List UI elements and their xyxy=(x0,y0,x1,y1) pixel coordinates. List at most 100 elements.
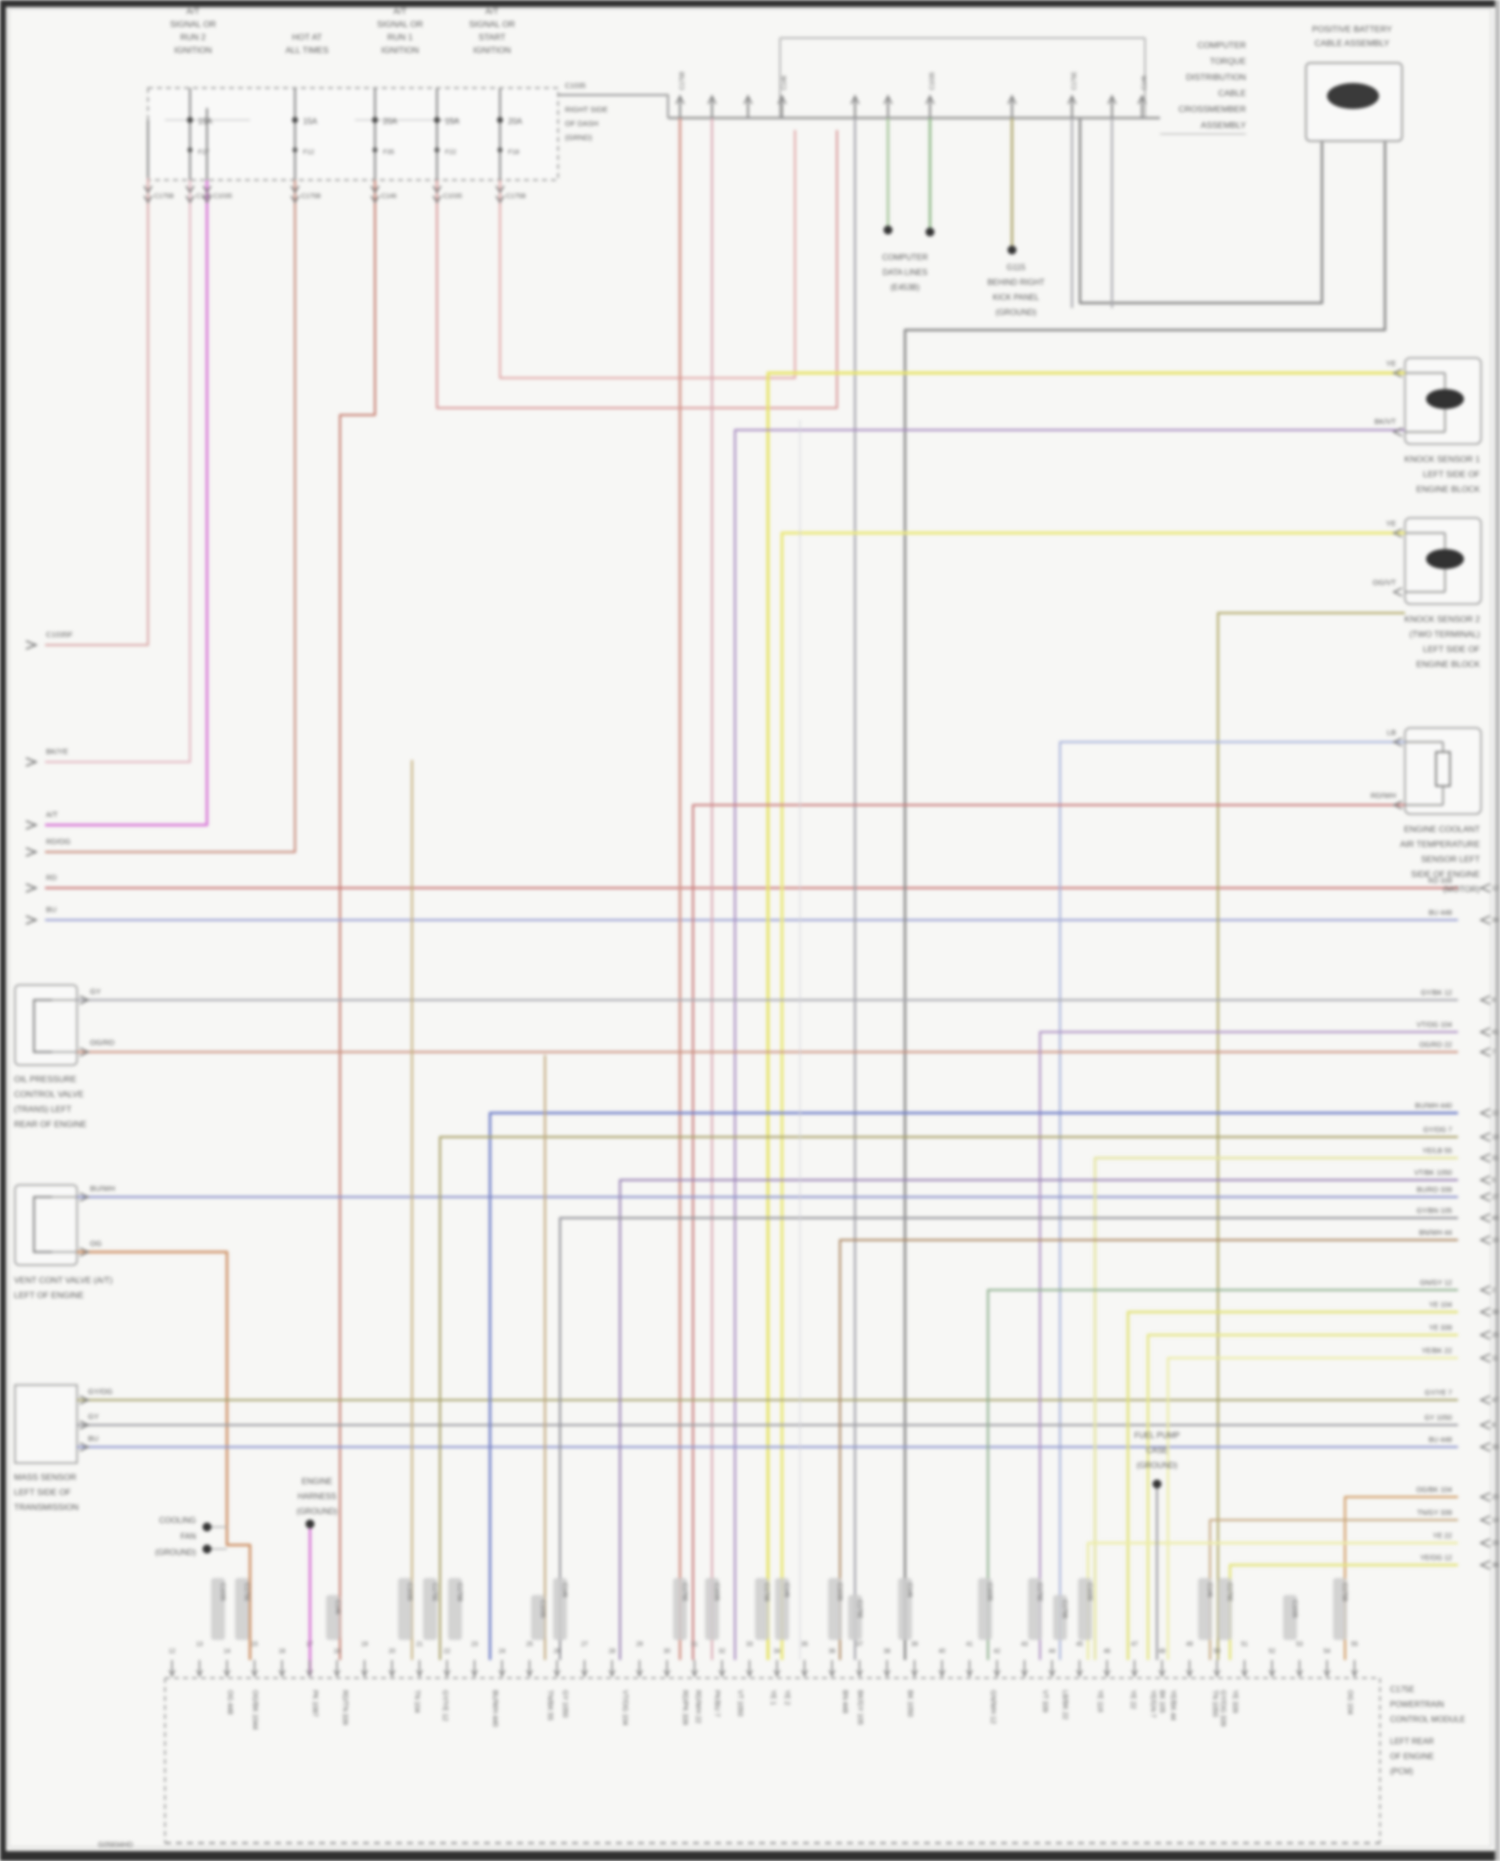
diagram-label: C146 xyxy=(196,193,212,200)
diagram-label: LEFT SIDE OF xyxy=(1423,644,1480,654)
diagram-label: TORQUE xyxy=(1210,56,1247,66)
connector-code: C175B xyxy=(456,1583,462,1601)
diagram-label: ENGINE COOLANT xyxy=(1404,824,1480,834)
junction-dot xyxy=(305,1519,315,1529)
diagram-label: START xyxy=(478,32,505,42)
wire xyxy=(45,180,296,853)
pcm-wire-label: GY 1050 xyxy=(561,1690,568,1718)
junction-dot xyxy=(202,1544,212,1554)
connector-code: C146 xyxy=(561,1583,567,1598)
wire-code-label: GN/GY 12 xyxy=(1420,1280,1452,1287)
diagram-label: C175B xyxy=(154,193,174,200)
wire xyxy=(559,1217,1458,1660)
diagram-label: (E453B) xyxy=(890,283,920,292)
diagram-label: SIGNAL OR xyxy=(469,19,515,29)
pcm-pin-arrow-icon xyxy=(718,1669,726,1678)
pcm-wire-label: VT/OG 104 xyxy=(621,1690,628,1726)
connector-code: C175E xyxy=(431,1583,437,1601)
pin-number: 22 xyxy=(1492,1111,1499,1117)
diagram-label: (TRANS) LEFT xyxy=(14,1104,72,1114)
pcm-pin-number: 44 xyxy=(1049,1649,1056,1655)
diagram-label: IGNITION xyxy=(473,45,511,55)
wire xyxy=(1059,741,1405,1660)
wire-code-label: OG/BK 104 xyxy=(1416,1487,1452,1494)
inline-connector-icon xyxy=(143,185,153,194)
pcm-pin-number: 28 xyxy=(609,1649,616,1655)
diagram-label: GY xyxy=(88,1412,99,1421)
wire xyxy=(1093,1156,1458,1660)
pcm-pin-arrow-icon xyxy=(1213,1669,1221,1678)
wire xyxy=(488,1111,1458,1660)
pcm-pin-arrow-icon xyxy=(1240,1669,1249,1678)
wire-code-label: GY/OG 7 xyxy=(1423,1127,1452,1134)
pcm-wire-label: YE 2 xyxy=(783,1690,790,1705)
pcm-wire-label: BN 448 xyxy=(841,1690,848,1713)
connector-code: C175B xyxy=(1341,1583,1347,1601)
pcm-pin-arrow-icon xyxy=(415,1669,424,1678)
pcm-wire-label: YE 339 xyxy=(1231,1690,1238,1713)
sensor-pin-icon xyxy=(1392,587,1403,597)
pcm-pin-number: 13 xyxy=(196,1642,203,1648)
diagram-label: C1035 xyxy=(565,83,586,90)
diagram-label: CROSSMEMBER xyxy=(1178,104,1246,114)
diagram-label: KNOCK SENSOR 2 xyxy=(1404,614,1480,624)
pcm-pin-arrow-icon xyxy=(1048,1669,1056,1678)
pcm-pin-arrow-icon xyxy=(250,1669,259,1678)
diagram-label: VENT CONT VALVE (A/T) xyxy=(14,1275,113,1285)
diagram-label: RD/OG xyxy=(46,837,71,846)
diagram-label: SIDE OF ENGINE xyxy=(1411,869,1480,879)
pin-number: 27 xyxy=(1492,1195,1499,1201)
pcm-pin-arrow-icon xyxy=(1323,1669,1331,1678)
pcm-pin-number: 53 xyxy=(1296,1642,1303,1648)
wire xyxy=(1344,1496,1458,1660)
component-pin-icon xyxy=(79,995,90,1005)
vent-valve xyxy=(14,1184,78,1266)
diagram-label: F22 xyxy=(445,149,457,156)
pin-number: 31 xyxy=(1492,1156,1499,1162)
connector-block xyxy=(448,1578,462,1640)
pcm-pin-number: 38 xyxy=(884,1649,891,1655)
pcm-pin-arrow-icon xyxy=(553,1669,561,1678)
bus-pin-arrow-icon xyxy=(1107,94,1117,105)
wire xyxy=(839,1239,1458,1660)
pcm-pin-arrow-icon xyxy=(360,1669,369,1678)
edge-pin-icon xyxy=(1479,995,1491,1005)
pcm-pin-number: 22 xyxy=(444,1649,451,1655)
wire xyxy=(499,130,796,379)
edge-pin-icon xyxy=(1479,1560,1491,1570)
connector-block xyxy=(1198,1578,1212,1640)
edge-pin-icon xyxy=(1479,1175,1491,1185)
connector-code: C1035 xyxy=(1086,1583,1092,1601)
pcm-pin-number: 40 xyxy=(939,1649,946,1655)
diagram-label: (GRND) xyxy=(565,133,593,142)
pcm-pin-arrow-icon xyxy=(223,1669,231,1678)
pcm-pin-number: 47 xyxy=(1131,1642,1138,1648)
pcm-wire-label: BU/WH 440 xyxy=(491,1690,498,1727)
knock-element-1 xyxy=(1426,389,1464,409)
connector-code: C1035 xyxy=(1291,1600,1297,1618)
edge-pin-icon xyxy=(1479,1442,1491,1452)
wire xyxy=(692,804,1405,1660)
pcm-pin-number: 32 xyxy=(719,1649,726,1655)
diagram-label: SIGNAL OR xyxy=(377,19,423,29)
inline-connector-icon xyxy=(370,195,380,204)
pcm-pin-arrow-icon xyxy=(1295,1669,1304,1678)
diagram-label: (MOTOR) xyxy=(1443,884,1480,894)
connector-block xyxy=(828,1578,842,1640)
diagram-label: CABLE ASSEMBLY xyxy=(1315,38,1390,48)
component-pin-icon xyxy=(79,1395,90,1405)
diagram-label: OIL PRESSURE xyxy=(14,1074,77,1084)
pcm-wire-label: BK 105 xyxy=(1158,1690,1165,1713)
bus-pin-arrow-icon xyxy=(777,94,787,105)
pcm-pin-number: 19 xyxy=(361,1642,368,1648)
connector-block xyxy=(235,1578,249,1640)
diagram-label: LEFT SIDE OF xyxy=(14,1487,71,1497)
diagram-label: RD xyxy=(46,873,57,882)
pcm-wire-label: GY/YE 12 xyxy=(441,1690,448,1721)
edge-pin-icon xyxy=(1479,915,1491,925)
pcm-pin-arrow-icon xyxy=(938,1669,946,1678)
edge-pin-icon xyxy=(1479,1353,1491,1363)
fuse-terminal xyxy=(434,147,440,153)
pcm-pin-arrow-icon xyxy=(580,1669,589,1678)
connector-code: C146 xyxy=(783,1583,789,1598)
